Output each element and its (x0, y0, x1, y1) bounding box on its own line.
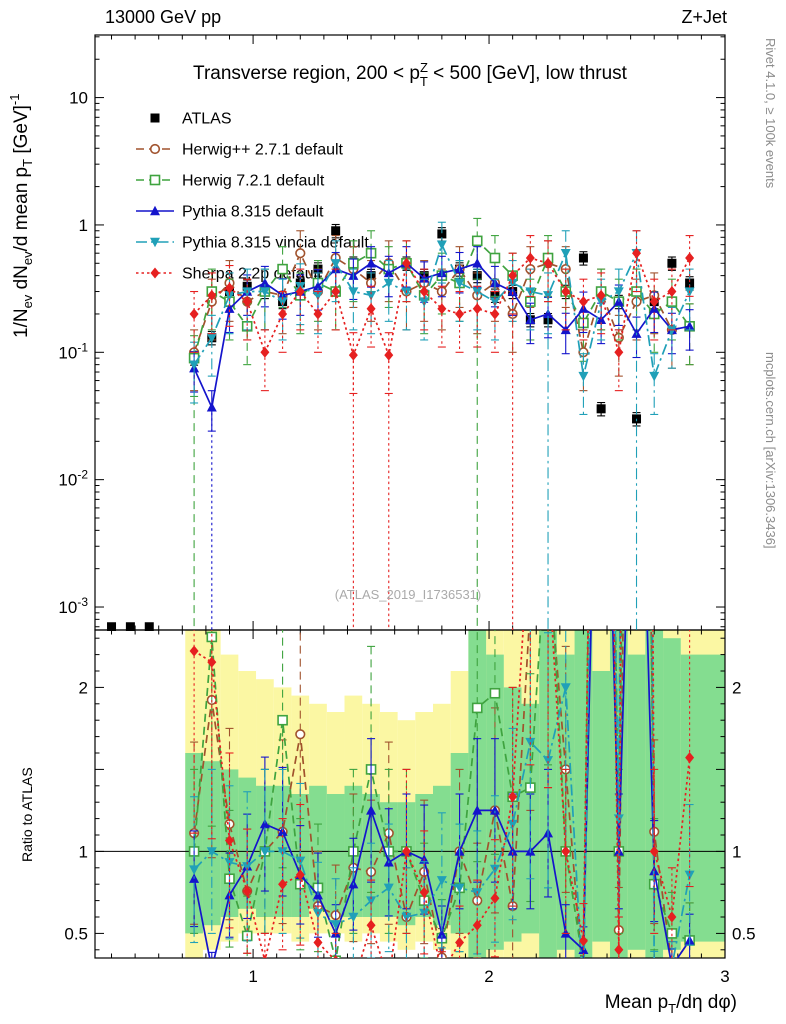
x-tick-label: 2 (484, 967, 493, 986)
mcplots-reference-label: mcplots.cern.ch [arXiv:1306.3436] (763, 352, 778, 549)
rivet-version-label: Rivet 4.1.0, ≥ 100k events (763, 38, 778, 189)
x-tick-label: 1 (248, 967, 257, 986)
process-label: Z+Jet (681, 7, 727, 27)
main-y-tick-label: 10-3 (58, 595, 88, 617)
legend-label: Herwig 7.2.1 default (182, 173, 325, 190)
ratio-y-tick-label-right: 0.5 (732, 924, 756, 943)
chart-canvas: 1 2 3 10-3 10-2 10-1 1 10 0.5 0.5 1 1 2 2 ATLAS Herwig+… (58, 34, 756, 986)
legend-item: Herwig 7.2.1 default (136, 173, 325, 190)
legend-item: Herwig++ 2.7.1 default (136, 142, 344, 159)
x-axis-label: Mean pT/dη dφ) (605, 992, 737, 1016)
legend-item: Pythia 8.315 vincia default (136, 235, 369, 252)
analysis-id-watermark: (ATLAS_2019_I1736531) (335, 587, 481, 602)
ratio-y-tick-label: 1 (79, 842, 88, 861)
main-y-tick-label: 10-2 (58, 468, 88, 490)
legend-label: Pythia 8.315 default (182, 204, 324, 221)
ratio-y-axis-label: Ratio to ATLAS (19, 767, 35, 862)
main-y-axis-label: 1/Nev dNev/d mean pT [GeV]-1 (7, 94, 35, 339)
main-y-tick-label: 1 (79, 216, 88, 235)
legend-item: Pythia 8.315 default (136, 204, 324, 221)
ratio-y-tick-label: 0.5 (64, 924, 88, 943)
ratio-uncertainty-bands (185, 630, 725, 958)
legend-label: Pythia 8.315 vincia default (182, 235, 369, 252)
ratio-y-tick-label-right: 2 (732, 678, 741, 697)
legend-item: ATLAS (150, 111, 232, 128)
plot-title: Transverse region, 200 < pZ T < 500 [GeV]… (193, 60, 628, 89)
main-y-tick-label: 10-1 (58, 340, 88, 362)
axis-ticks (95, 35, 726, 958)
series-ratio-5 (189, 630, 695, 958)
legend-label: Herwig++ 2.7.1 default (182, 142, 344, 159)
main-y-tick-label: 10 (69, 89, 88, 108)
legend-label: ATLAS (182, 111, 232, 128)
x-tick-label: 3 (720, 967, 729, 986)
ratio-y-tick-label: 2 (79, 678, 88, 697)
ratio-panel-frame (94, 629, 726, 959)
legend: ATLAS Herwig++ 2.7.1 default Herwig 7.2.1 … (136, 111, 369, 283)
series-main-0 (107, 223, 695, 631)
beam-energy-label: 13000 GeV pp (105, 7, 221, 27)
ratio-y-tick-label-right: 1 (732, 842, 741, 861)
series-main-5 (189, 230, 695, 630)
